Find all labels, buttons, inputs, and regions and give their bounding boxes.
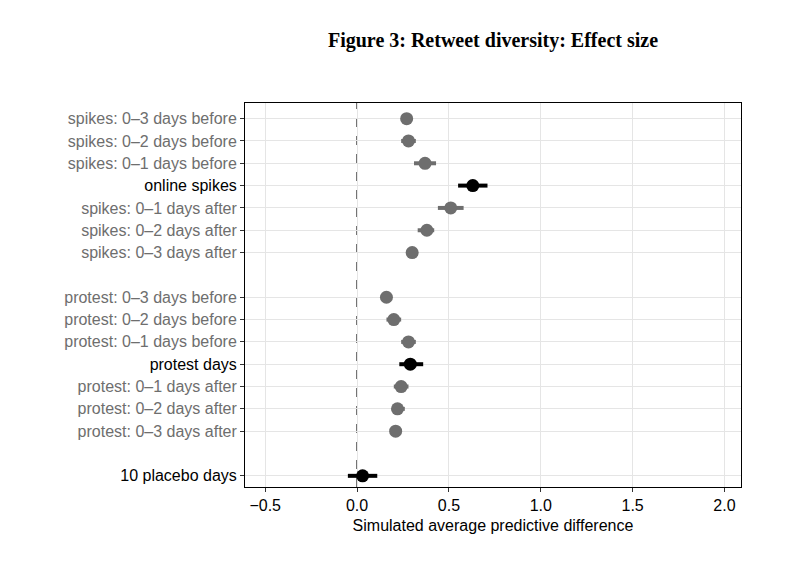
- svg-text:spikes: 0–2 days after: spikes: 0–2 days after: [81, 222, 237, 239]
- svg-text:spikes: 0–1 days after: spikes: 0–1 days after: [81, 200, 237, 217]
- svg-text:2.0: 2.0: [713, 497, 735, 514]
- svg-text:10 placebo days: 10 placebo days: [120, 467, 237, 484]
- svg-text:protest: 0–3 days after: protest: 0–3 days after: [78, 423, 238, 440]
- svg-text:protest: 0–1 days after: protest: 0–1 days after: [78, 378, 238, 395]
- svg-text:0.0: 0.0: [346, 497, 368, 514]
- svg-text:spikes: 0–3 days after: spikes: 0–3 days after: [81, 244, 237, 261]
- svg-text:online spikes: online spikes: [144, 177, 237, 194]
- svg-text:spikes: 0–3 days before: spikes: 0–3 days before: [68, 110, 237, 127]
- svg-text:1.0: 1.0: [530, 497, 552, 514]
- svg-text:0.5: 0.5: [438, 497, 460, 514]
- svg-text:−0.5: −0.5: [249, 497, 281, 514]
- svg-text:protest: 0–1 days before: protest: 0–1 days before: [64, 333, 237, 350]
- svg-text:protest days: protest days: [150, 356, 237, 373]
- svg-text:1.5: 1.5: [621, 497, 643, 514]
- svg-text:Figure 3: Retweet diversity: E: Figure 3: Retweet diversity: Effect size: [328, 29, 658, 52]
- svg-text:Simulated average predictive d: Simulated average predictive difference: [353, 517, 634, 534]
- svg-text:spikes: 0–2 days before: spikes: 0–2 days before: [68, 133, 237, 150]
- svg-text:protest: 0–3 days before: protest: 0–3 days before: [64, 289, 237, 306]
- svg-text:protest: 0–2 days before: protest: 0–2 days before: [64, 311, 237, 328]
- svg-text:protest: 0–2 days after: protest: 0–2 days after: [78, 400, 238, 417]
- svg-text:spikes: 0–1 days before: spikes: 0–1 days before: [68, 155, 237, 172]
